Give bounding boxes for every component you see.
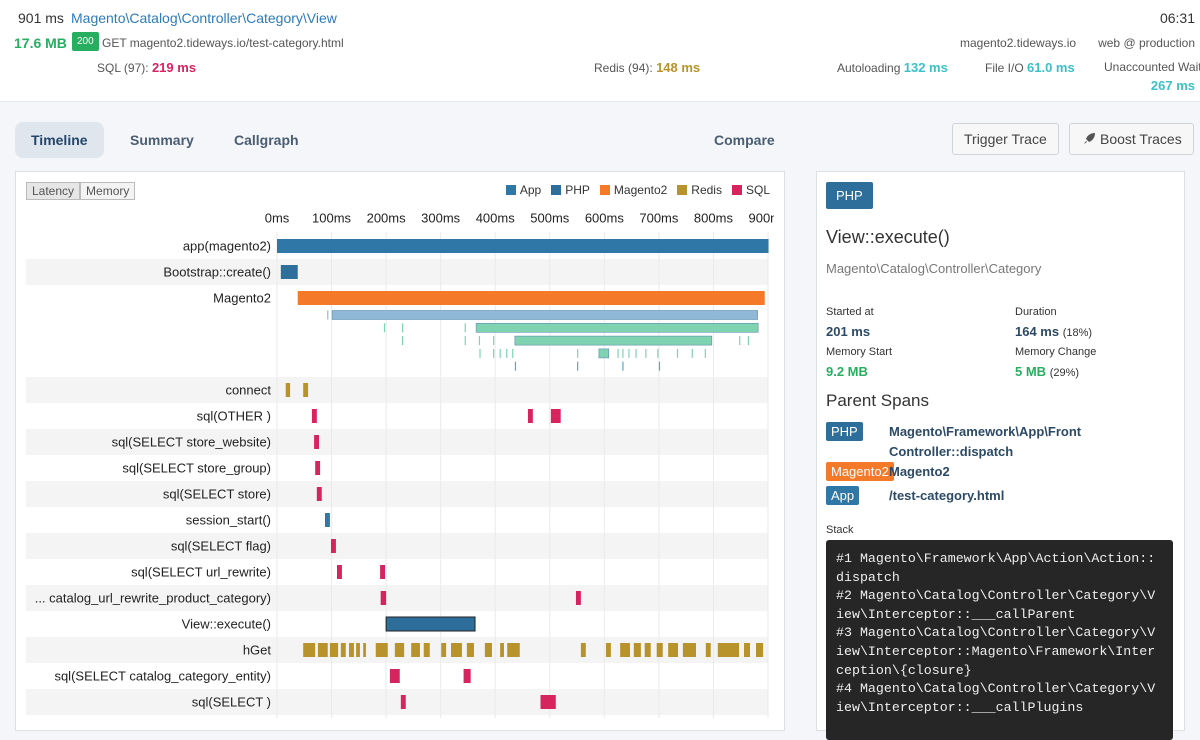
legend-label: Redis [691, 183, 722, 197]
stack: #1 Magento\Framework\App\Action\Action::… [826, 540, 1173, 740]
stat-number: 5 MB [1015, 364, 1047, 379]
stat-label: Memory Change [1015, 346, 1097, 358]
metric-count: (94): [628, 61, 653, 75]
trigger-button[interactable]: Trigger Trace [952, 123, 1059, 155]
stat-value: 164 ms (18%) [1015, 324, 1092, 339]
time: 06:31 [1159, 10, 1195, 26]
stat-value: 5 MB (29%) [1015, 364, 1079, 379]
legend-swatch [731, 185, 742, 195]
metric-value: 219 ms [151, 60, 197, 75]
boost-button[interactable]: Boost Traces [1069, 123, 1194, 155]
tab[interactable]: Callgraph [234, 132, 299, 148]
trace-header: 901 ms Magento\Catalog\Controller\Catego… [0, 0, 1200, 102]
metric-value: 267 ms [1150, 78, 1195, 93]
parent-badge: PHP [826, 422, 863, 441]
stat-label: Memory Start [826, 346, 893, 358]
legend-item: SQL [731, 183, 770, 197]
stack-frame: #3 Magento\Catalog\Controller\Category\V… [836, 625, 1156, 678]
status-badge: 200 [72, 32, 99, 51]
legend-label: SQL [745, 183, 770, 197]
toggle-option[interactable]: Latency [26, 182, 81, 200]
stat-label: Started at [826, 306, 874, 318]
metric: Autoloading 132 ms [837, 60, 948, 75]
span-subtitle: Magento\Catalog\Controller\Category [826, 261, 1042, 276]
stack-frame: #1 Magento\Framework\App\Action\Action::… [836, 551, 1156, 585]
tab[interactable]: Timeline [15, 122, 104, 158]
parent-name: Magento2 [889, 464, 950, 479]
transaction[interactable]: Magento\Catalog\Controller\Category\View [71, 10, 337, 26]
metric-label: Autoloading [837, 61, 901, 75]
legend-item: Redis [677, 183, 722, 197]
duration: 901 ms [18, 10, 64, 26]
type-badge: PHP [826, 182, 873, 209]
metric: Unaccounted Wait 267 ms [1104, 60, 1200, 93]
parent-name: Magento\Framework\App\FrontController::d… [889, 424, 1082, 459]
legend-swatch [505, 185, 516, 195]
metric-label: File I/O [985, 61, 1024, 75]
memory: 17.6 MB [14, 35, 67, 51]
stat-number: 201 ms [826, 324, 871, 339]
legend-label: App [519, 183, 542, 197]
request: GET magento2.tideways.io/test-category.h… [102, 36, 344, 50]
parent-name: /test-category.html [889, 488, 1005, 503]
environment: web @ production [1098, 36, 1195, 50]
legend: App PHP Magento2 Redis SQL [496, 182, 770, 197]
legend-item: Magento2 [599, 183, 668, 197]
metric-label: Redis [594, 61, 625, 75]
toggle: Latency Memory [26, 182, 136, 200]
tab[interactable]: Compare [714, 132, 775, 148]
stat-value: 201 ms [826, 324, 870, 339]
parent-badge: Magento2 [826, 462, 894, 481]
metric-value: 61.0 ms [1027, 60, 1075, 75]
parents-heading: Parent Spans [826, 391, 930, 410]
legend-item: PHP [551, 183, 590, 197]
stack-frame: #2 Magento\Catalog\Controller\Category\V… [836, 588, 1156, 622]
stat-extra: (18%) [1062, 327, 1093, 339]
metric-count: (97): [123, 61, 149, 75]
stat-number: 9.2 MB [826, 364, 868, 379]
metric: File I/O 61.0 ms [985, 60, 1075, 75]
legend-label: PHP [565, 183, 590, 197]
timeline-panel: Latency Memory App PHP Magento2 Redis SQL [15, 171, 785, 731]
metric: Redis (94): 148 ms [594, 60, 700, 75]
legend-label: Magento2 [613, 183, 668, 197]
parent-badge: App [826, 486, 860, 505]
metric-value: 132 ms [903, 60, 948, 75]
stat-value: 9.2 MB [826, 364, 868, 379]
metric: SQL (97): 219 ms [97, 60, 196, 75]
stat-extra: (29%) [1049, 367, 1080, 379]
stack-frame: #4 Magento\Catalog\Controller\Category\V… [836, 681, 1156, 715]
legend-swatch [677, 185, 688, 195]
legend-swatch [599, 185, 610, 195]
tab[interactable]: Summary [130, 132, 194, 148]
rocket-icon [1084, 133, 1095, 144]
legend-swatch [551, 185, 562, 195]
stat-number: 164 ms [1015, 324, 1060, 339]
stack-heading: Stack [826, 524, 854, 536]
metric-label: Unaccounted Wait [1104, 60, 1200, 74]
boost-label: Boost Traces [1100, 131, 1182, 147]
stat-label: Duration [1015, 306, 1057, 318]
host: magento2.tideways.io [960, 36, 1077, 50]
span-title: View::execute() [826, 227, 950, 247]
metric-value: 148 ms [656, 60, 701, 75]
toggle-option[interactable]: Memory [80, 182, 136, 200]
metric-label: SQL [97, 61, 121, 75]
legend-item: App [505, 183, 542, 197]
